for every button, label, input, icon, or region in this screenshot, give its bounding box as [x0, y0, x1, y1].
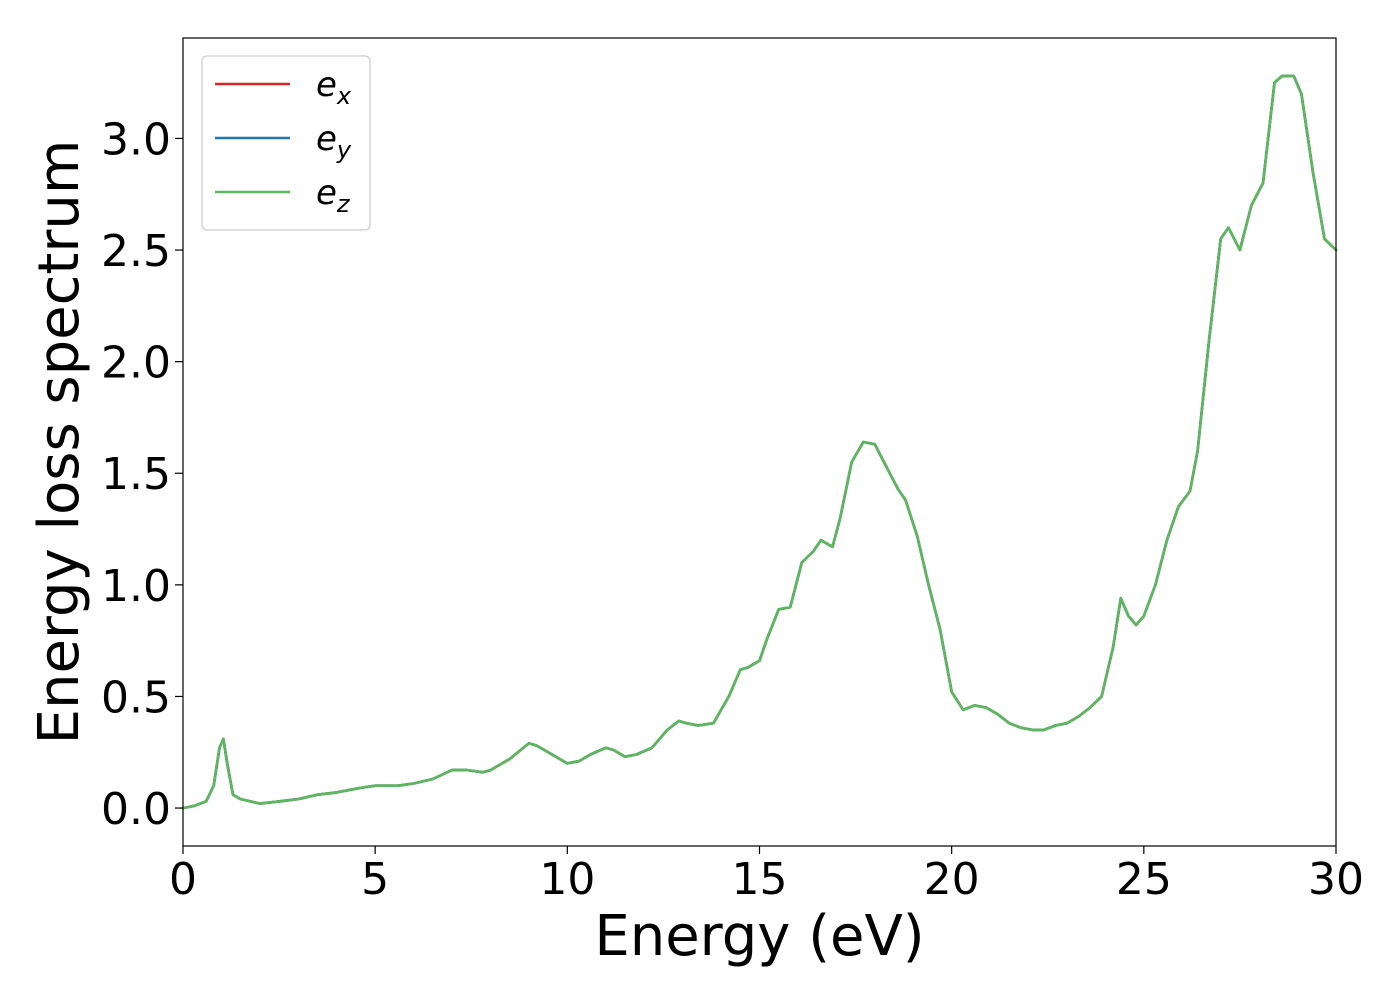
x-tick-label: 15 — [732, 854, 788, 905]
legend-label-ey: ey — [316, 119, 352, 164]
y-tick-label: 2.5 — [101, 226, 171, 277]
y-tick-label: 2.0 — [101, 338, 171, 389]
y-tick-label: 1.5 — [101, 449, 171, 500]
legend-box — [201, 55, 371, 231]
x-axis-ticks: 0 5 10 15 20 25 30 — [169, 846, 1364, 905]
y-tick-label: 1.0 — [101, 561, 171, 612]
legend-label-ez: ez — [316, 173, 351, 218]
legend: ex ey ez — [201, 55, 371, 231]
x-axis-label: Energy (eV) — [594, 904, 924, 969]
x-tick-label: 30 — [1308, 854, 1364, 905]
legend-label-ex: ex — [316, 65, 352, 110]
y-axis-ticks: 0.0 0.5 1.0 1.5 2.0 2.5 3.0 — [101, 114, 183, 835]
x-tick-label: 25 — [1116, 854, 1172, 905]
x-tick-label: 20 — [924, 854, 980, 905]
y-axis-label: Energy loss spectrum — [27, 140, 92, 745]
series-layer — [181, 74, 1338, 810]
x-tick-label: 5 — [361, 854, 389, 905]
y-tick-label: 0.0 — [101, 784, 171, 835]
y-tick-label: 3.0 — [101, 114, 171, 165]
series-line-ez — [181, 74, 1338, 810]
x-tick-label: 10 — [539, 854, 595, 905]
y-tick-label: 0.5 — [101, 672, 171, 723]
x-tick-label: 0 — [169, 854, 197, 905]
